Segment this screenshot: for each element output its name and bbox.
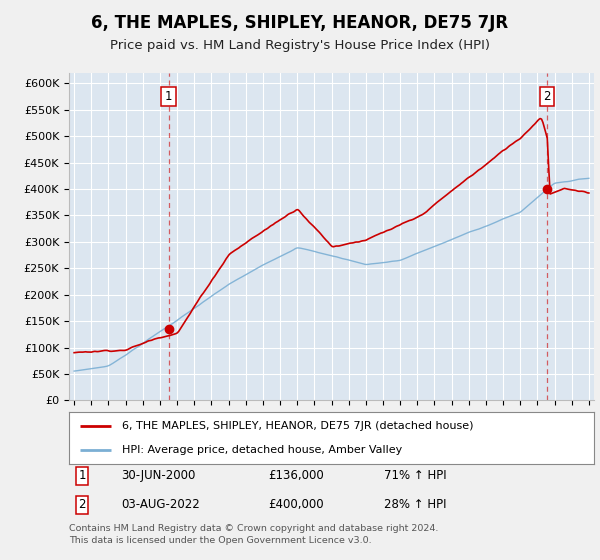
Text: Contains HM Land Registry data © Crown copyright and database right 2024.
This d: Contains HM Land Registry data © Crown c… [69, 524, 439, 545]
Text: 1: 1 [165, 90, 172, 103]
Text: 6, THE MAPLES, SHIPLEY, HEANOR, DE75 7JR: 6, THE MAPLES, SHIPLEY, HEANOR, DE75 7JR [91, 14, 509, 32]
Text: 30-JUN-2000: 30-JUN-2000 [121, 469, 196, 482]
Text: Price paid vs. HM Land Registry's House Price Index (HPI): Price paid vs. HM Land Registry's House … [110, 39, 490, 52]
Text: 1: 1 [79, 469, 86, 482]
Text: 71% ↑ HPI: 71% ↑ HPI [384, 469, 446, 482]
Text: HPI: Average price, detached house, Amber Valley: HPI: Average price, detached house, Ambe… [121, 445, 402, 455]
Text: 2: 2 [544, 90, 551, 103]
Text: 6, THE MAPLES, SHIPLEY, HEANOR, DE75 7JR (detached house): 6, THE MAPLES, SHIPLEY, HEANOR, DE75 7JR… [121, 421, 473, 431]
Text: 2: 2 [79, 498, 86, 511]
Text: £400,000: £400,000 [269, 498, 324, 511]
Text: 03-AUG-2022: 03-AUG-2022 [121, 498, 200, 511]
Text: £136,000: £136,000 [269, 469, 324, 482]
Text: 28% ↑ HPI: 28% ↑ HPI [384, 498, 446, 511]
